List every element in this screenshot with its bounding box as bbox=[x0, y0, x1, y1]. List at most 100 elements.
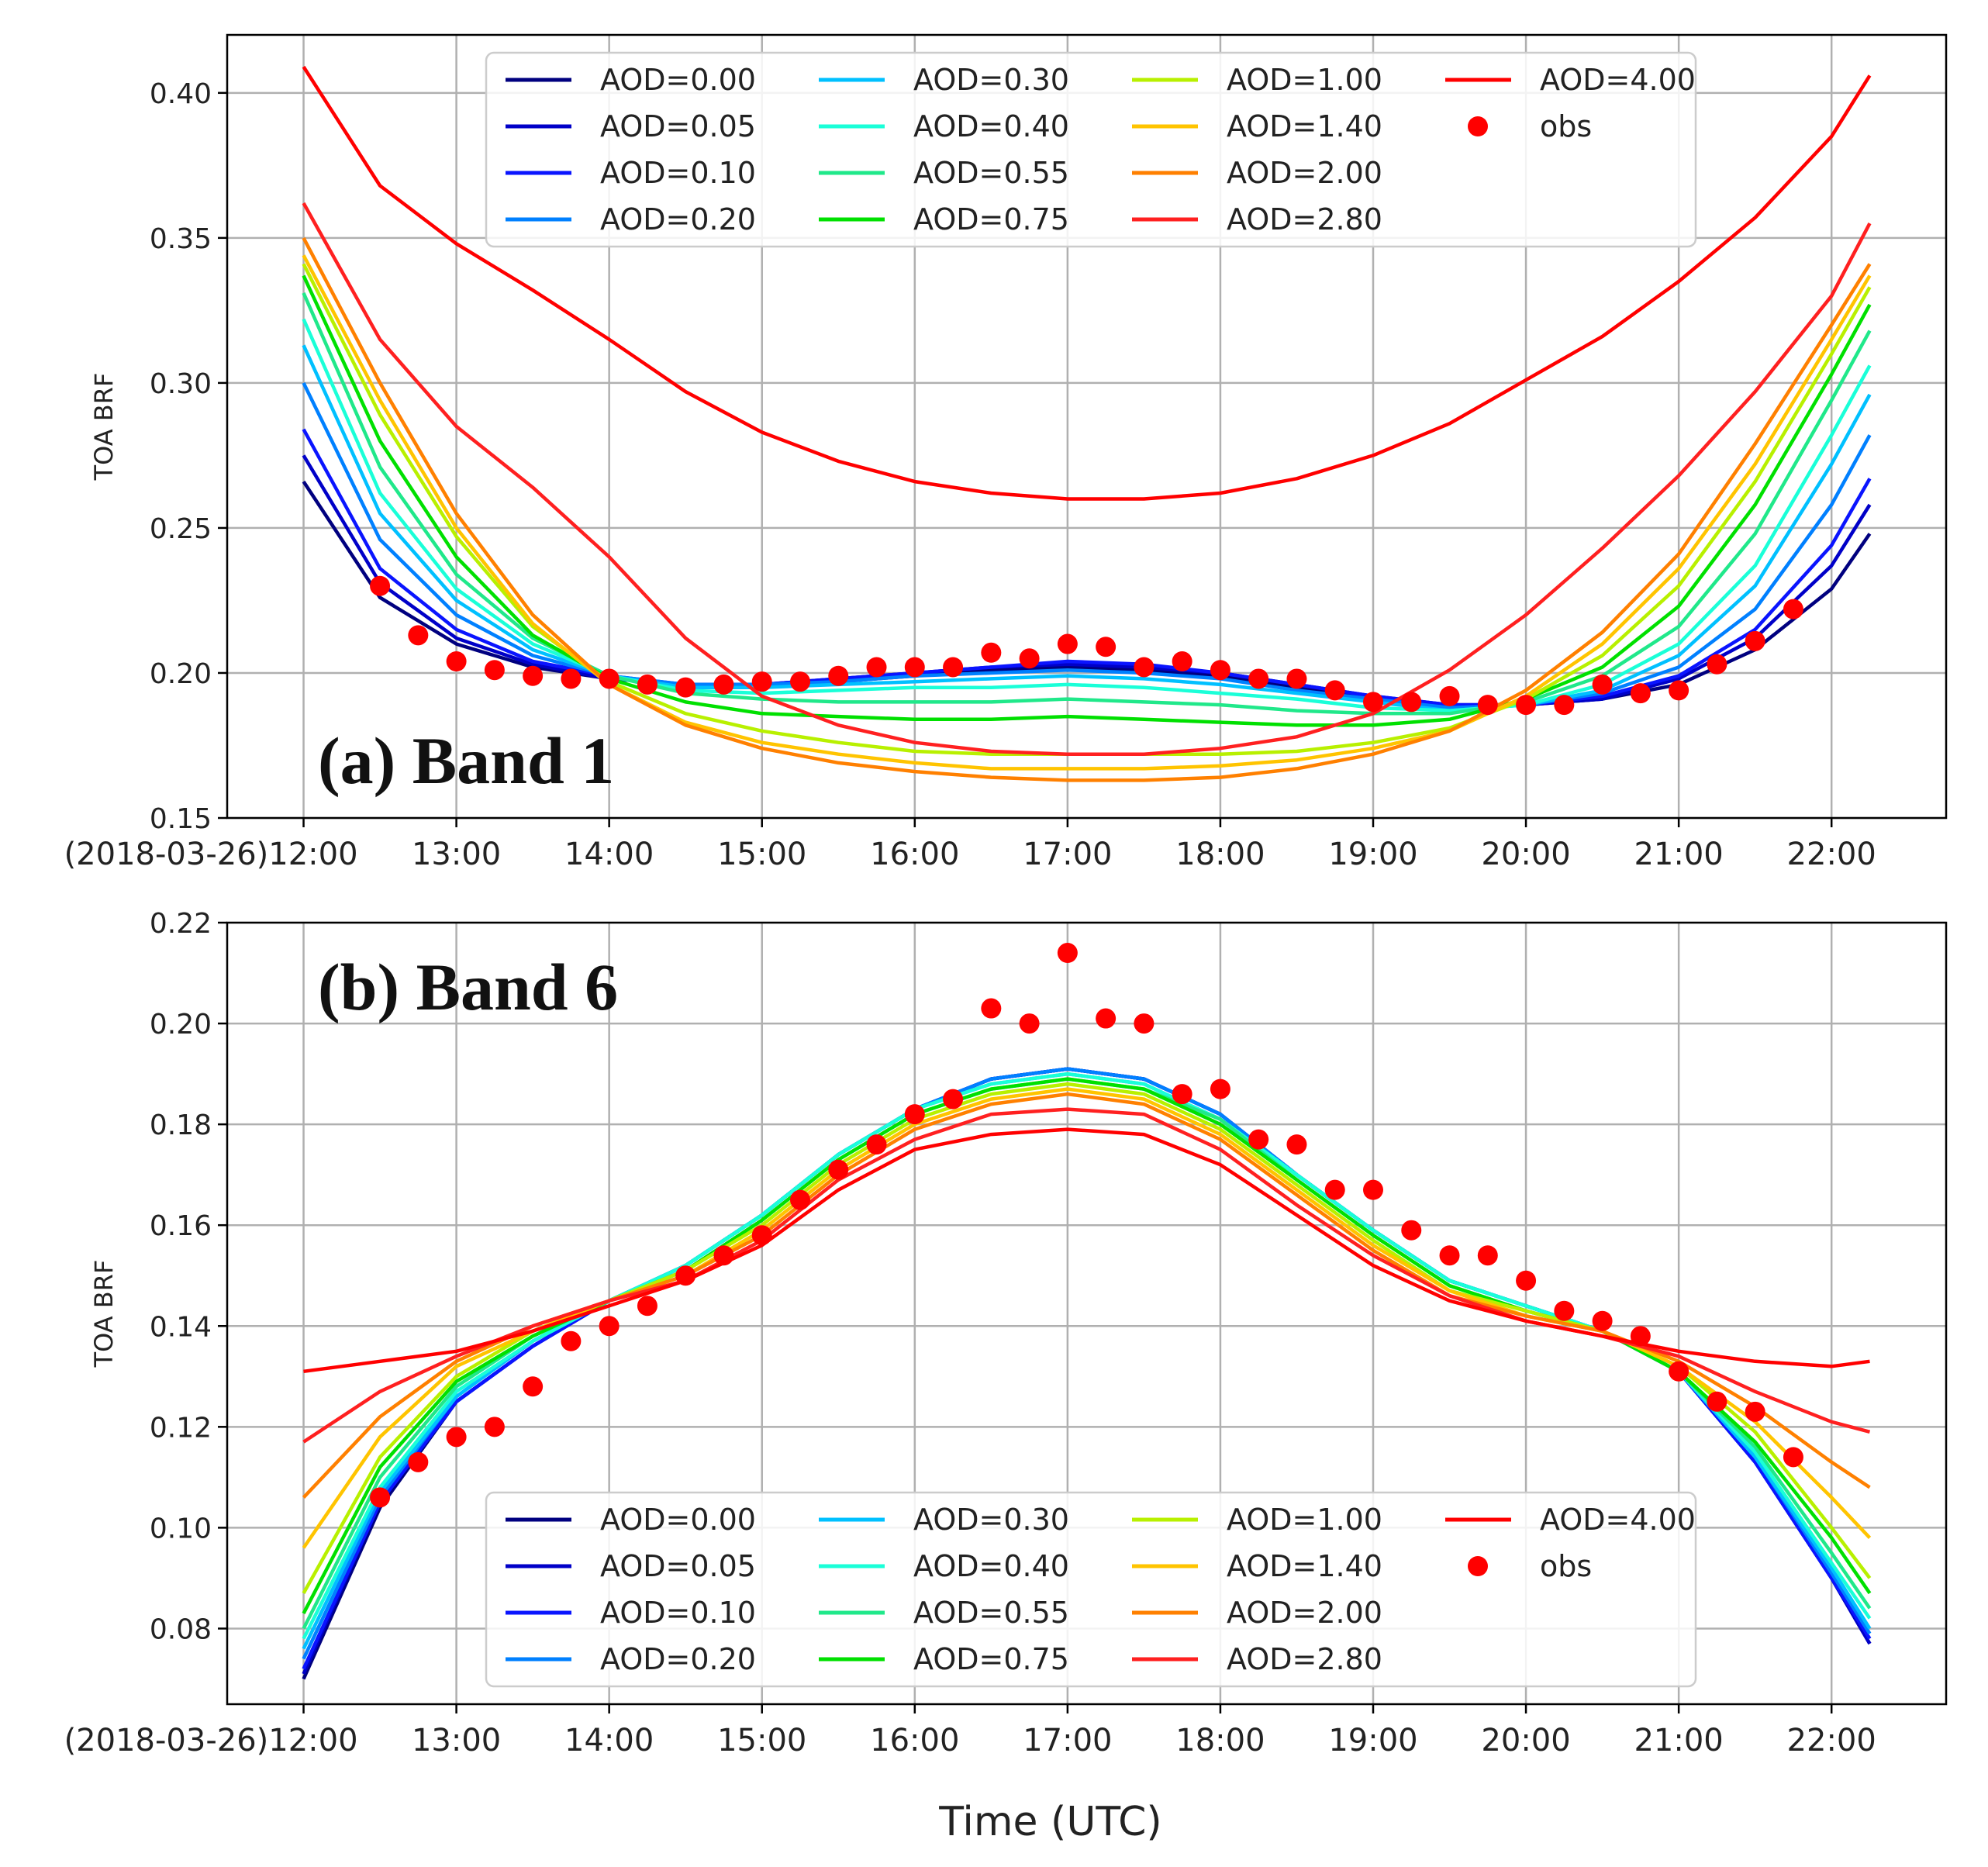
obs-point bbox=[484, 1417, 505, 1437]
plot-frame bbox=[226, 33, 1948, 820]
x-tick-label: 19:00 bbox=[1328, 837, 1417, 872]
obs-point bbox=[904, 657, 925, 678]
legend-label: AOD=0.20 bbox=[600, 1642, 756, 1676]
series-line-aod-2-80 bbox=[302, 202, 1872, 756]
legend-label: AOD=0.75 bbox=[913, 1642, 1069, 1676]
obs-point bbox=[408, 625, 429, 646]
obs-point bbox=[1096, 637, 1117, 657]
x-tick-label: 17:00 bbox=[1023, 1723, 1112, 1758]
obs-point bbox=[904, 1104, 925, 1125]
obs-point bbox=[828, 1159, 849, 1180]
series-line-aod-0-30 bbox=[302, 344, 1872, 713]
legend-label: AOD=0.10 bbox=[600, 156, 756, 190]
shared-x-axis-label: Time (UTC) bbox=[938, 1799, 1161, 1845]
x-tick-label: 18:00 bbox=[1175, 837, 1265, 872]
obs-point bbox=[1669, 1361, 1689, 1382]
x-tick-label: 13:00 bbox=[412, 837, 501, 872]
obs-point bbox=[523, 665, 544, 686]
y-tick-label: 0.08 bbox=[150, 1613, 212, 1645]
y-tick-label: 0.20 bbox=[150, 658, 212, 690]
obs-point bbox=[1324, 1179, 1345, 1200]
obs-point bbox=[1057, 943, 1078, 964]
legend-label: obs bbox=[1540, 1549, 1592, 1583]
obs-point bbox=[1783, 599, 1803, 619]
obs-point bbox=[981, 998, 1002, 1019]
obs-point bbox=[637, 674, 657, 695]
legend-label: AOD=1.40 bbox=[1227, 1549, 1382, 1583]
y-axis-label: TOA BRF bbox=[89, 373, 119, 481]
series-line-aod-0-75 bbox=[302, 274, 1872, 727]
obs-point bbox=[1324, 680, 1345, 701]
obs-point bbox=[1057, 633, 1078, 654]
obs-point bbox=[1401, 692, 1422, 713]
series-line-aod-0-20 bbox=[302, 381, 1872, 710]
series-line-aod-4-00 bbox=[302, 65, 1872, 501]
legend-label: AOD=4.00 bbox=[1540, 63, 1696, 97]
obs-point bbox=[1477, 695, 1498, 716]
obs-point bbox=[1516, 1270, 1537, 1291]
y-axis-label: TOA BRF bbox=[89, 1260, 119, 1368]
legend-label: AOD=0.55 bbox=[913, 156, 1069, 190]
legend-box bbox=[485, 1491, 1697, 1688]
obs-point bbox=[561, 1330, 582, 1351]
legend-label: AOD=2.80 bbox=[1227, 202, 1382, 236]
panel-b-band-6: (2018-03-26)12:00 13:00 14:00 15:00 16:00 17:… bbox=[64, 908, 1948, 1758]
legend-label: AOD=0.30 bbox=[913, 1503, 1069, 1537]
y-tick-label: 0.20 bbox=[150, 1009, 212, 1040]
x-tick-label: 17:00 bbox=[1023, 837, 1112, 872]
legend-label: AOD=0.75 bbox=[913, 202, 1069, 236]
obs-point bbox=[484, 660, 505, 681]
obs-point bbox=[1592, 1310, 1613, 1331]
legend-label: AOD=0.20 bbox=[600, 202, 756, 236]
y-tick-label: 0.18 bbox=[150, 1110, 212, 1141]
obs-point bbox=[1630, 1326, 1651, 1347]
obs-point bbox=[446, 651, 467, 671]
obs-point bbox=[1669, 680, 1689, 701]
x-tick-label: 20:00 bbox=[1481, 837, 1570, 872]
obs-point bbox=[866, 657, 887, 678]
obs-point bbox=[981, 642, 1002, 663]
y-tick-label: 0.12 bbox=[150, 1412, 212, 1444]
legend-label: obs bbox=[1540, 109, 1592, 143]
x-tick-label: 16:00 bbox=[870, 837, 959, 872]
obs-points bbox=[370, 575, 1803, 716]
y-tick-label: 0.40 bbox=[150, 78, 212, 110]
series-line-aod-1-40 bbox=[302, 254, 1872, 771]
obs-point bbox=[1554, 1300, 1575, 1321]
legend-label: AOD=0.30 bbox=[913, 63, 1069, 97]
x-tick-label: (2018-03-26)12:00 bbox=[64, 837, 358, 872]
y-tick-label: 0.30 bbox=[150, 368, 212, 400]
x-tick-label: 14:00 bbox=[564, 837, 654, 872]
legend-label: AOD=1.00 bbox=[1227, 1503, 1382, 1537]
obs-point bbox=[713, 1245, 734, 1266]
obs-point bbox=[370, 575, 391, 596]
legend-label: AOD=0.05 bbox=[600, 1549, 756, 1583]
obs-point bbox=[1477, 1245, 1498, 1266]
obs-point bbox=[1286, 1134, 1307, 1155]
obs-point bbox=[1516, 695, 1537, 716]
y-tick-label: 0.14 bbox=[150, 1311, 212, 1343]
y-tick-label: 0.22 bbox=[150, 908, 212, 940]
obs-point bbox=[1248, 668, 1269, 689]
obs-point bbox=[713, 674, 734, 695]
obs-point bbox=[1134, 1013, 1154, 1034]
obs-point bbox=[637, 1296, 657, 1317]
obs-point bbox=[1286, 668, 1307, 689]
x-tick-label: 20:00 bbox=[1481, 1723, 1570, 1758]
obs-point bbox=[1019, 1013, 1040, 1034]
x-tick-label: 21:00 bbox=[1634, 1723, 1723, 1758]
obs-point bbox=[751, 1225, 772, 1246]
obs-point bbox=[523, 1376, 544, 1397]
obs-point bbox=[790, 671, 810, 692]
series-line-aod-2-00 bbox=[302, 236, 1872, 782]
x-tick-label: 21:00 bbox=[1634, 837, 1723, 872]
obs-point bbox=[1783, 1447, 1803, 1468]
legend-label: AOD=1.00 bbox=[1227, 63, 1382, 97]
obs-point bbox=[1210, 660, 1230, 681]
obs-point bbox=[1592, 674, 1613, 695]
obs-point bbox=[599, 668, 620, 689]
x-tick-label: 15:00 bbox=[717, 1723, 806, 1758]
obs-point bbox=[408, 1451, 429, 1472]
series-line-aod-0-40 bbox=[302, 318, 1872, 713]
